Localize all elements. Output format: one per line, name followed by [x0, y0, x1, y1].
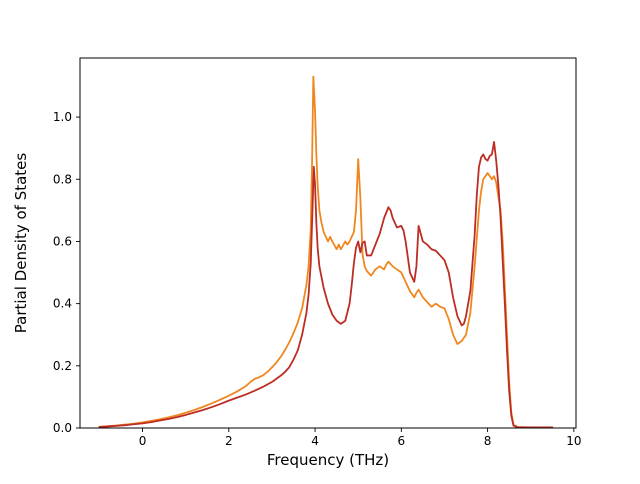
- plot-area: 0 2 4 6 8 10 0.0 0.2 0.4 0.6 0.8 1.0: [53, 57, 581, 448]
- series-line-pdos-red: [98, 141, 554, 429]
- y-tick-label: 0.0: [53, 421, 72, 435]
- y-axis-label: Partial Density of States: [12, 153, 30, 334]
- y-tick-label: 0.2: [53, 359, 72, 373]
- y-tick-label: 0.6: [53, 234, 72, 248]
- x-tick-label: 2: [225, 434, 233, 448]
- x-tick-label: 10: [566, 434, 581, 448]
- y-tick-label: 0.8: [53, 172, 72, 186]
- series-line-pdos-orange: [98, 75, 554, 429]
- axes-spines: [79, 57, 577, 429]
- x-axis-label: Frequency (THz): [267, 451, 389, 469]
- y-tick-label: 1.0: [53, 110, 72, 124]
- x-tick-label: 8: [484, 434, 492, 448]
- y-tick-label: 0.4: [53, 297, 72, 311]
- x-tick-label: 4: [311, 434, 319, 448]
- x-tick-label: 6: [398, 434, 406, 448]
- x-tick-label: 0: [139, 434, 147, 448]
- plot-background: [80, 58, 576, 428]
